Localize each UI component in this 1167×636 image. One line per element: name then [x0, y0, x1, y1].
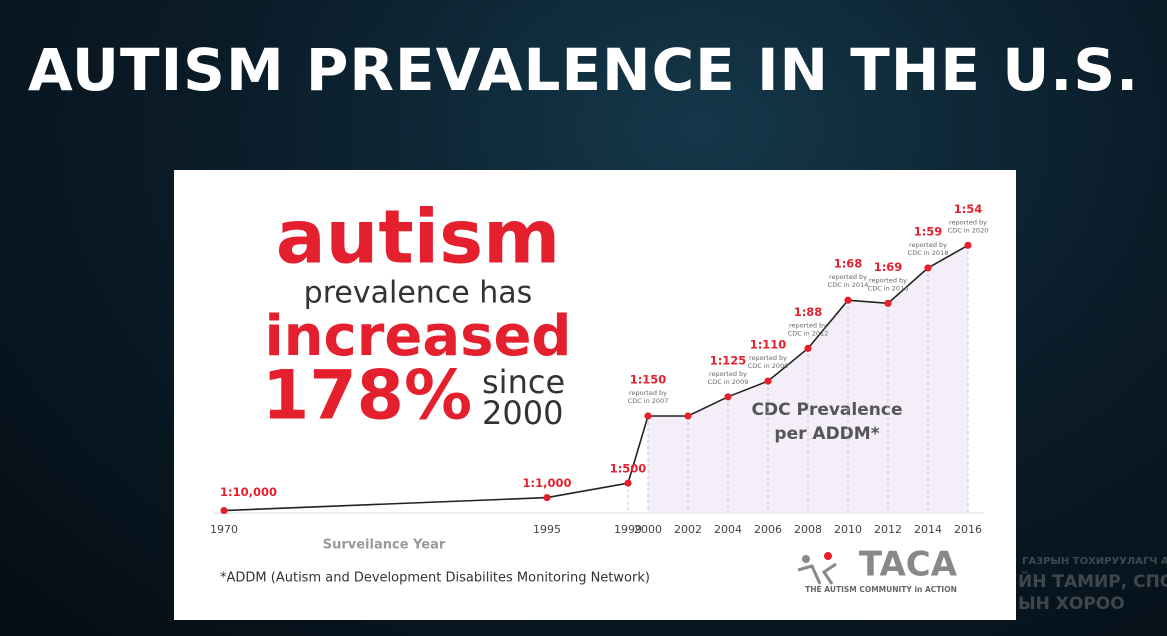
value-label: 1:68: [834, 257, 863, 271]
x-tick-label: 2000: [634, 523, 662, 536]
value-label: 1:59: [914, 224, 943, 238]
value-note: reported by: [789, 321, 827, 329]
headline-percent: 178%: [262, 357, 472, 436]
value-note: CDC in 2012: [788, 329, 829, 337]
value-label: 1:500: [610, 462, 647, 476]
headline-word: autism: [276, 195, 561, 281]
value-note: CDC in 2020: [948, 226, 989, 234]
data-point: [884, 299, 892, 307]
x-tick-label: 1995: [533, 523, 561, 536]
value-label: 1:1,000: [523, 476, 572, 490]
x-axis-label: Surveilance Year: [323, 538, 446, 553]
chart-annotation: CDC Prevalence: [752, 400, 903, 420]
headline-word: since: [482, 363, 565, 401]
logo-text: TACA: [859, 545, 958, 585]
logo-icon: [824, 552, 832, 560]
x-tick-label: 2002: [674, 523, 702, 536]
chart-annotation: per ADDM*: [774, 424, 879, 444]
value-label: 1:88: [794, 305, 823, 319]
value-note: reported by: [829, 273, 867, 281]
x-tick-label: 1970: [210, 523, 238, 536]
data-point: [964, 241, 972, 249]
value-label: 1:69: [874, 260, 903, 274]
value-label: 1:110: [750, 338, 787, 352]
data-point: [624, 479, 632, 487]
headline-word: 2000: [482, 394, 563, 432]
slide-title: AUTISM PREVALENCE IN THE U.S.: [27, 36, 1140, 104]
value-label: 1:125: [710, 353, 747, 367]
x-tick-label: 2012: [874, 523, 902, 536]
logo: TACA THE AUTISM COMMUNITY in ACTION: [797, 545, 958, 594]
value-note: CDC in 2009: [748, 362, 789, 370]
x-tick-label: 2016: [954, 523, 982, 536]
data-point: [220, 506, 228, 515]
footnote: *ADDM (Autism and Development Disabilite…: [220, 571, 650, 586]
x-tick-label: 2014: [914, 523, 942, 536]
value-note: reported by: [749, 354, 787, 362]
x-tick-label: 2008: [794, 523, 822, 536]
data-point: [844, 296, 852, 304]
headline-word: increased: [264, 304, 571, 369]
value-note: reported by: [949, 218, 987, 226]
value-note: CDC in 2007: [628, 397, 669, 405]
overlay-text: ЙН ТАМИР, СПОРТЫН: [1018, 572, 1167, 592]
value-note: reported by: [869, 276, 907, 284]
value-note: CDC in 2014: [828, 281, 869, 289]
data-point: [543, 494, 551, 502]
data-point: [644, 412, 652, 420]
logo-tagline: THE AUTISM COMMUNITY in ACTION: [805, 585, 957, 594]
data-point: [804, 344, 812, 352]
value-note: CDC in 2018: [908, 249, 949, 257]
data-point: [764, 377, 772, 385]
x-tick-label: 2004: [714, 523, 742, 536]
value-note: CDC in 2016: [868, 284, 909, 292]
infographic: autism prevalence has increased 178% sin…: [174, 170, 1016, 620]
value-label: 1:54: [954, 202, 983, 216]
data-line: [223, 244, 969, 512]
value-note: CDC in 2009: [708, 378, 749, 386]
data-point: [724, 393, 732, 401]
value-note: reported by: [909, 241, 947, 249]
value-label: 1:10,000: [220, 485, 277, 499]
x-tick-label: 1999: [614, 523, 642, 536]
headline-word: prevalence has: [304, 276, 533, 311]
logo-icon: [797, 562, 837, 585]
x-tick-label: 2006: [754, 523, 782, 536]
overlay-text: ГАЗРЫН ТОХИРУУЛАГЧ АГЕНТЛАГ: [1022, 556, 1167, 567]
data-point: [924, 264, 932, 272]
logo-icon: [802, 555, 810, 563]
data-point: [684, 412, 692, 420]
value-note: reported by: [629, 389, 667, 397]
overlay-text: ЫН ХОРОО: [1018, 594, 1125, 614]
value-label: 1:150: [630, 373, 667, 387]
x-tick-label: 2010: [834, 523, 862, 536]
value-note: reported by: [709, 370, 747, 378]
